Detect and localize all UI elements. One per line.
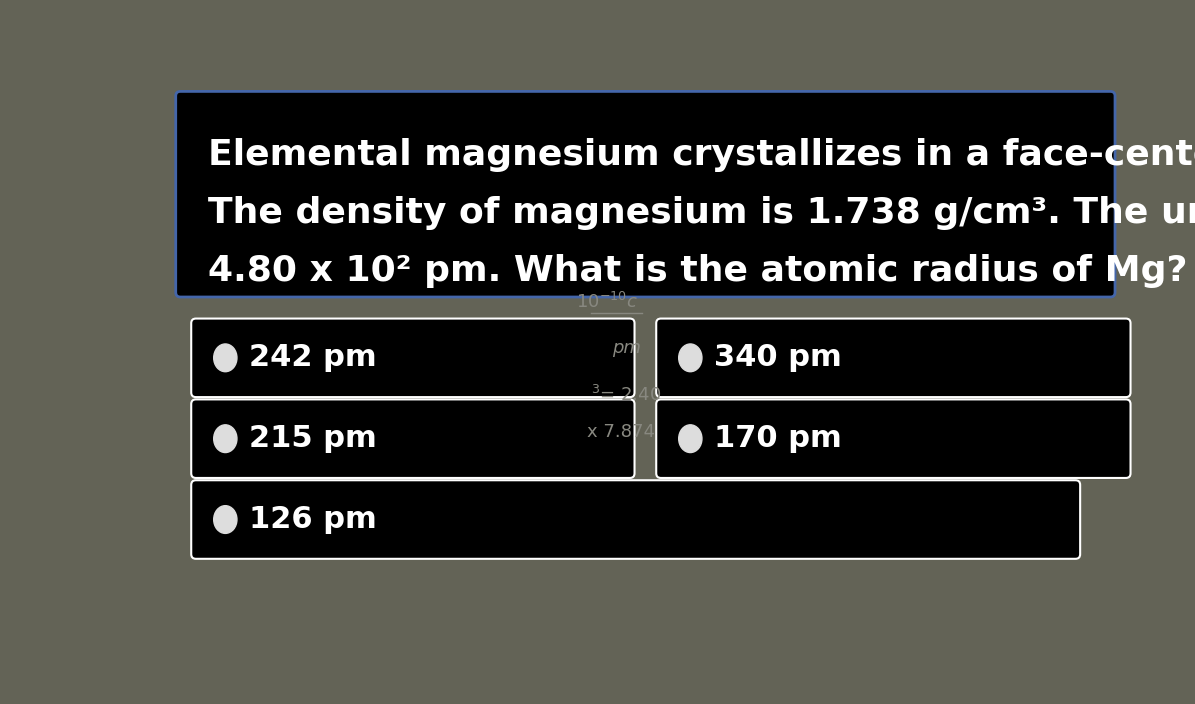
Text: $10^{-10}$c: $10^{-10}$c — [576, 291, 638, 312]
Text: pm: pm — [612, 339, 641, 357]
Text: 4.80 x 10² pm. What is the atomic radius of Mg?: 4.80 x 10² pm. What is the atomic radius… — [208, 254, 1187, 288]
Text: 340 pm: 340 pm — [713, 344, 841, 372]
Text: x 7.874: x 7.874 — [587, 423, 655, 441]
Text: The density of magnesium is 1.738 g/cm³. The unit cell length i: The density of magnesium is 1.738 g/cm³.… — [208, 196, 1195, 230]
FancyBboxPatch shape — [191, 480, 1080, 559]
Ellipse shape — [214, 425, 237, 453]
Text: 242 pm: 242 pm — [249, 344, 376, 372]
Text: $^3$= 2.40: $^3$= 2.40 — [592, 385, 661, 405]
FancyBboxPatch shape — [656, 318, 1130, 397]
Text: 215 pm: 215 pm — [249, 425, 376, 453]
Ellipse shape — [679, 425, 701, 453]
FancyBboxPatch shape — [191, 399, 635, 478]
Ellipse shape — [679, 344, 701, 372]
Text: Elemental magnesium crystallizes in a face-centered cubic latt: Elemental magnesium crystallizes in a fa… — [208, 139, 1195, 172]
Text: 126 pm: 126 pm — [249, 505, 376, 534]
FancyBboxPatch shape — [176, 92, 1115, 297]
Text: 170 pm: 170 pm — [713, 425, 841, 453]
Ellipse shape — [214, 344, 237, 372]
Ellipse shape — [214, 505, 237, 534]
FancyBboxPatch shape — [191, 318, 635, 397]
FancyBboxPatch shape — [656, 399, 1130, 478]
